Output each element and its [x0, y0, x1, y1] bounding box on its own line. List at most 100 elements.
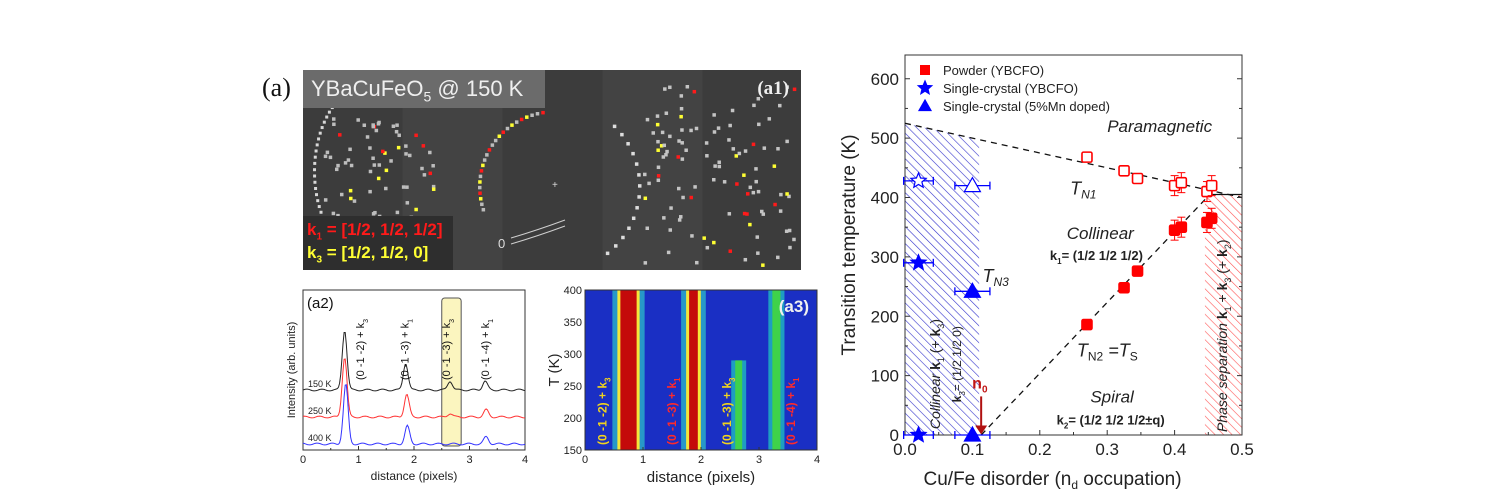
diffraction-spot — [745, 212, 749, 216]
diffraction-spot — [389, 159, 393, 163]
diffraction-spot — [323, 154, 328, 159]
diffraction-spot — [661, 155, 666, 159]
diffraction-spot — [693, 185, 697, 189]
highlight-arc — [510, 219, 566, 239]
diffraction-spot — [751, 190, 756, 195]
diffraction-spot — [712, 177, 716, 182]
diffraction-spot — [368, 146, 372, 150]
diffraction-spot — [704, 141, 709, 145]
diffraction-spot — [384, 186, 388, 191]
diffraction-spot — [668, 134, 672, 139]
diffraction-spot — [728, 123, 732, 128]
n0-arrow-head — [975, 425, 988, 435]
diffraction-spot — [684, 148, 688, 152]
y-tick-label: 200 — [564, 413, 582, 425]
arc-zero-label: 0 — [498, 236, 506, 251]
diffraction-spot — [401, 185, 406, 189]
tn1-data-point — [1205, 179, 1218, 192]
band-core — [689, 290, 698, 450]
ring-spot — [637, 184, 642, 188]
diffraction-spot — [742, 173, 746, 177]
diffraction-spot — [663, 87, 667, 91]
x-axis-label: distance (pixels) — [647, 469, 755, 486]
diffraction-spot — [662, 216, 666, 220]
diffraction-spot — [643, 196, 648, 201]
diffraction-spot — [731, 147, 736, 151]
ring-spot — [634, 162, 639, 166]
diffraction-spot — [395, 210, 400, 215]
diffraction-spot — [318, 131, 322, 135]
tn1-data-point — [1081, 151, 1093, 163]
ring-spot — [525, 115, 529, 119]
diffraction-spot — [752, 103, 756, 108]
legend-marker-star — [916, 79, 934, 95]
ring-spot — [637, 195, 641, 199]
y-tick-label: 300 — [564, 349, 582, 361]
ring-spot — [627, 226, 631, 230]
profile-line-400-K — [302, 384, 526, 446]
series-label: 400 K — [308, 433, 332, 443]
diffraction-spot — [754, 179, 758, 184]
ring-spot — [614, 244, 618, 248]
panel-a1-diffraction-image: + YBaCuFeO5 @ 150 K (a1) k1 = [1/2, 1/2,… — [303, 70, 801, 270]
diffraction-spot — [679, 114, 683, 119]
diffraction-spot — [313, 155, 317, 159]
tn1-data-point — [1131, 172, 1144, 185]
y-tick-label: 0 — [890, 426, 899, 445]
diffraction-spot — [428, 150, 432, 155]
diffraction-spot — [778, 103, 782, 108]
diffraction-spot — [785, 192, 789, 196]
band-label: (0 -1 -3) + k3 — [720, 377, 737, 445]
diffraction-spot — [315, 143, 319, 147]
diffraction-spot — [669, 206, 673, 210]
diffraction-spot — [404, 152, 408, 156]
diffraction-spot — [722, 180, 727, 184]
diffraction-spot — [760, 209, 764, 214]
diffraction-spot — [372, 163, 377, 167]
ring-spot — [497, 134, 502, 138]
diffraction-spot — [313, 174, 317, 178]
peak-label: (0 -1 -2) + k3 — [355, 319, 370, 380]
diffraction-spot — [336, 163, 340, 168]
peak-label: (0 -1 -3) + k3 — [441, 319, 456, 380]
n0-label: n0 — [972, 376, 988, 396]
legend-label: Powder (YBCFO) — [943, 63, 1044, 78]
diffraction-spot — [656, 148, 660, 152]
ring-spot — [621, 235, 625, 240]
y-tick-label: 200 — [871, 307, 899, 326]
diffraction-spot — [645, 117, 650, 122]
diffraction-spot — [368, 169, 373, 174]
y-tick-label: 100 — [871, 367, 899, 386]
ring-spot — [535, 112, 540, 116]
diffraction-spot — [404, 144, 408, 148]
diffraction-spot — [331, 117, 336, 121]
ring-spot — [490, 143, 495, 147]
diffraction-spot — [692, 89, 697, 94]
diffraction-spot — [785, 139, 789, 144]
tn2-data-point — [1118, 281, 1130, 294]
diffraction-spot — [421, 144, 426, 148]
diffraction-spot — [668, 85, 672, 90]
diffraction-spot — [767, 117, 772, 121]
ring-spot — [631, 151, 635, 156]
diffraction-spot — [659, 144, 664, 148]
diffraction-spot — [679, 215, 683, 219]
diffraction-spot — [405, 201, 410, 205]
diffraction-spot — [712, 113, 716, 117]
phase-separation-hatch — [1204, 194, 1242, 435]
diffraction-spot — [730, 108, 735, 113]
diffraction-spot — [735, 182, 739, 186]
x-tick-label: 0.4 — [1163, 440, 1187, 459]
ring-spot — [478, 197, 483, 201]
collinear-region-hatch — [905, 123, 980, 435]
diffraction-spot — [371, 123, 375, 127]
diffraction-spot — [643, 172, 647, 177]
diffraction-spot — [676, 155, 680, 159]
band-label: (0 -1 -2) + k3 — [595, 377, 612, 445]
profile-line-150-K — [302, 332, 526, 392]
paramagnetic-label: Paramagnetic — [1107, 117, 1212, 136]
diffraction-spot — [751, 142, 756, 147]
diffraction-spot — [394, 129, 399, 134]
diffraction-spot — [405, 185, 409, 189]
y-tick-label: 400 — [564, 285, 582, 297]
